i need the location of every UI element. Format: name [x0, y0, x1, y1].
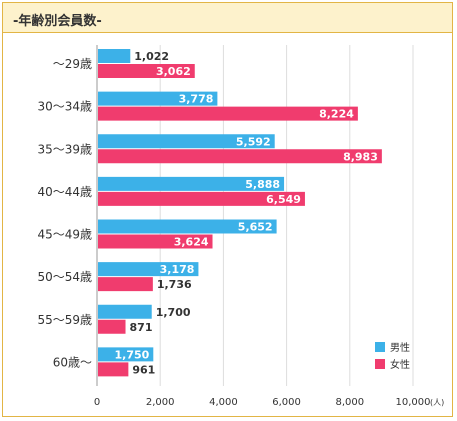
female-bar: [98, 106, 358, 121]
female-bar: [98, 234, 213, 249]
value-label: 1,700: [156, 306, 191, 319]
male-bar: [98, 176, 285, 191]
category-label: 50～54歳: [37, 270, 92, 284]
male-bar: [98, 219, 277, 234]
category-label: 45～49歳: [37, 228, 92, 242]
category-label: 55～59歳: [37, 313, 92, 327]
category-label: ～29歳: [53, 57, 92, 71]
female-bar: [98, 277, 153, 292]
value-label: 3,624: [174, 236, 209, 249]
value-label: 3,062: [156, 65, 191, 78]
female-bar: [98, 64, 195, 78]
male-bar: [98, 262, 199, 277]
male-bar: [98, 134, 275, 149]
female-bar: [98, 362, 129, 377]
value-label: 3,178: [160, 263, 195, 276]
chart-header: -年齢別会員数-: [3, 3, 452, 33]
value-label: 5,652: [238, 221, 273, 234]
male-bar: [98, 304, 152, 319]
legend-swatch: [375, 359, 385, 369]
female-bar: [98, 191, 305, 206]
female-bar: [98, 149, 382, 164]
x-tick-label: 2,000: [146, 397, 175, 408]
x-unit-label: (人): [430, 398, 444, 407]
category-label: 35～39歳: [37, 142, 92, 156]
male-bar: [98, 49, 131, 63]
chart-title: -年齢別会員数-: [13, 14, 102, 29]
value-label: 8,224: [319, 108, 354, 121]
male-bar: [98, 347, 154, 362]
value-label: 8,983: [343, 150, 378, 163]
female-bar: [98, 319, 126, 334]
value-label: 871: [130, 321, 153, 334]
value-label: 1,022: [134, 50, 169, 63]
x-tick-label: 0: [94, 397, 100, 408]
value-label: 1,736: [157, 278, 192, 291]
value-label: 5,592: [236, 135, 271, 148]
category-label: 40～44歳: [37, 185, 92, 199]
legend-label: 女性: [390, 358, 410, 371]
x-tick-label: 4,000: [209, 397, 238, 408]
male-bar: [98, 91, 218, 106]
legend-swatch: [375, 342, 385, 352]
x-tick-label: 8,000: [335, 397, 364, 408]
value-label: 6,549: [266, 193, 301, 206]
category-label: 30～34歳: [37, 100, 92, 114]
value-label: 5,888: [245, 178, 280, 191]
legend-label: 男性: [390, 341, 410, 354]
value-label: 3,778: [179, 93, 214, 106]
value-label: 1,750: [115, 348, 150, 361]
category-label: 60歳～: [53, 355, 92, 369]
x-tick-label: 6,000: [272, 397, 301, 408]
x-tick-label: 10,000: [396, 397, 431, 408]
value-label: 961: [132, 363, 155, 376]
chart-panel: -年齢別会員数-: [2, 2, 453, 417]
